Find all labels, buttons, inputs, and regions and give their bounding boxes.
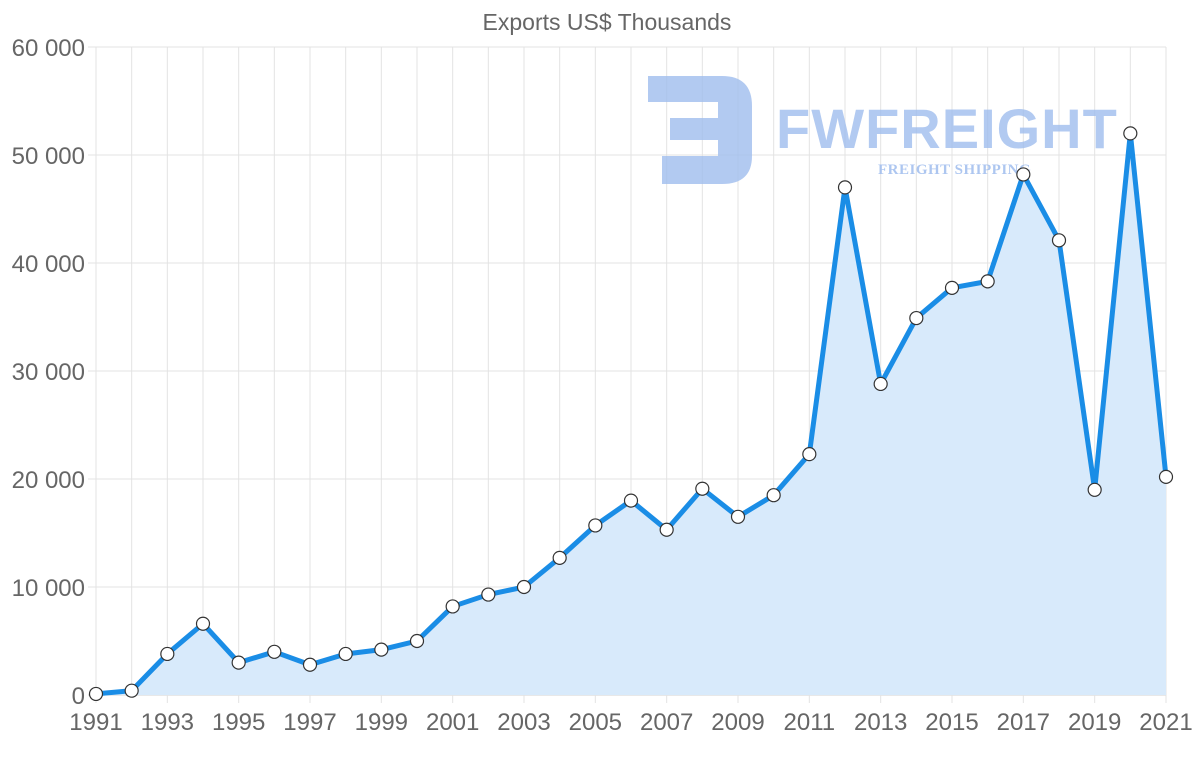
data-point: 2017: 48200: [1016, 167, 1031, 182]
data-point: 2008: 19100: [695, 481, 710, 496]
watermark-tagline: FREIGHT SHIPPING: [878, 162, 1031, 178]
y-axis-ticks: 0 10 000 20 000 30 000 40 000 50 000 60 000: [12, 35, 85, 710]
data-point: 1999: 4200: [374, 642, 389, 657]
x-tick-label: 2017: [997, 709, 1050, 736]
data-point: 1992: 400: [124, 683, 139, 698]
data-point: 2012: 47000: [837, 180, 853, 195]
data-point: 2015: 37700: [944, 280, 960, 295]
data-point: 2002: 9300: [481, 587, 496, 602]
x-tick-label: 2015: [925, 709, 978, 736]
y-tick-label: 30 000: [12, 359, 85, 386]
data-point: 2006: 18000: [623, 493, 639, 508]
data-point: 2013: 28800: [873, 376, 888, 392]
watermark: FWFREIGHT FREIGHT SHIPPING: [648, 76, 1118, 184]
data-point: 2010: 18500: [766, 488, 781, 503]
data-point: 1998: 3800: [338, 646, 353, 662]
x-axis-ticks: 1991 1993 1995 1997 1999 2001 2003 2005 2007 2009…: [69, 709, 1192, 736]
chart-title: Exports US$ Thousands: [483, 9, 732, 35]
x-tick-label: 2013: [854, 709, 907, 736]
data-point: 2019: 19000: [1087, 482, 1102, 497]
data-point: 1993: 3800: [160, 646, 175, 662]
x-tick-label: 2009: [711, 709, 764, 736]
data-point: 2014: 34900: [909, 310, 924, 326]
y-tick-label: 0: [72, 683, 85, 710]
x-tick-label: 2007: [640, 709, 693, 736]
fw-logo-icon: [648, 76, 752, 184]
watermark-brand: FWFREIGHT: [776, 97, 1118, 160]
y-tick-label: 60 000: [12, 35, 85, 62]
data-point: 2018: 42100: [1051, 233, 1067, 248]
x-tick-label: 2021: [1139, 709, 1192, 736]
point-layer: 1991: 100 1992: 400 1993: 3800 1994: 6600 19…: [88, 126, 1174, 702]
data-point: 2009: 16500: [730, 509, 746, 524]
data-point: 1994: 6600: [195, 616, 211, 631]
x-tick-label: 1999: [355, 709, 408, 736]
x-tick-label: 1995: [212, 709, 265, 736]
x-tick-label: 2003: [497, 709, 550, 736]
x-tick-label: 2019: [1068, 709, 1121, 736]
x-tick-label: 1993: [141, 709, 194, 736]
y-tick-label: 50 000: [12, 143, 85, 170]
data-point: 2016: 38300: [980, 274, 995, 289]
data-point: 2004: 12700: [552, 550, 567, 565]
data-point: 2020: 52000: [1123, 126, 1138, 141]
series-area-fill: [96, 133, 1166, 695]
data-point: 1997: 2800: [302, 657, 318, 672]
x-tick-label: 1991: [69, 709, 122, 736]
data-point: 2021: 20200: [1158, 469, 1174, 484]
data-point: 1991: 100: [88, 686, 104, 702]
x-tick-label: 2005: [569, 709, 622, 736]
y-tick-label: 40 000: [12, 251, 85, 278]
x-tick-label: 1997: [283, 709, 336, 736]
x-tick-label: 2001: [426, 709, 479, 736]
data-point: 2005: 15700: [588, 518, 603, 533]
y-tick-label: 10 000: [12, 575, 85, 602]
y-tick-label: 20 000: [12, 467, 85, 494]
data-point: 2007: 15300: [659, 522, 674, 537]
area-layer: [96, 133, 1166, 695]
data-point: 2011: 22300: [802, 447, 817, 462]
x-tick-label: 2011: [784, 709, 836, 736]
data-point: 2001: 8200: [445, 599, 460, 614]
